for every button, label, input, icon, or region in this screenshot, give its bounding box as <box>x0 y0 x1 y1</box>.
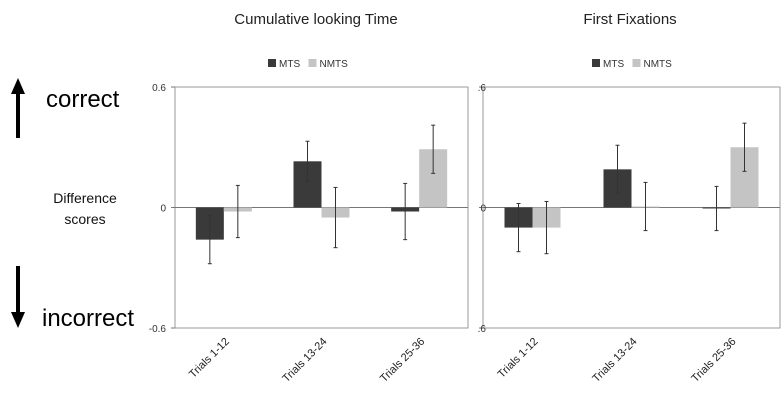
legend-swatch <box>268 59 276 67</box>
chart-panel-cumulative: Cumulative looking Time MTS NMTS 0.6 0 -0.6 Tr… <box>149 11 469 385</box>
y-tick-label: -0.6 <box>149 324 167 335</box>
category-label: Trials 13-24 <box>280 336 329 385</box>
y-tick-label: 0 <box>160 204 166 215</box>
category-label: Trials 1-12 <box>187 336 232 381</box>
legend-swatch <box>592 59 600 67</box>
correct-label: correct <box>46 86 120 113</box>
chart-panel-first-fixations: First Fixations MTS NMTS .6 0 .6 Trials 1-12 Tr… <box>478 11 781 385</box>
legend-swatch <box>632 59 641 67</box>
chart-title: Cumulative looking Time <box>234 11 397 28</box>
scores-label: scores <box>64 211 105 227</box>
category-label: Trials 25-36 <box>378 336 427 385</box>
y-tick-label: .6 <box>478 83 487 94</box>
legend-label: MTS <box>603 59 624 70</box>
incorrect-label: incorrect <box>42 305 134 332</box>
y-tick-label: 0 <box>480 204 486 215</box>
legend-swatch <box>308 59 317 67</box>
legend-label: NMTS <box>320 59 349 70</box>
y-tick-label: .6 <box>478 324 487 335</box>
category-label: Trials 25-36 <box>689 336 738 385</box>
y-tick-label: 0.6 <box>152 83 166 94</box>
chart-title: First Fixations <box>583 11 676 28</box>
legend-label: MTS <box>279 59 300 70</box>
direction-annotations: correct incorrect Difference scores <box>11 78 134 332</box>
legend-label: NMTS <box>644 59 673 70</box>
difference-label: Difference <box>53 190 117 206</box>
up-arrow-icon <box>11 78 25 138</box>
down-arrow-icon <box>11 266 25 328</box>
category-label: Trials 1-12 <box>496 336 541 381</box>
category-label: Trials 13-24 <box>590 336 639 385</box>
